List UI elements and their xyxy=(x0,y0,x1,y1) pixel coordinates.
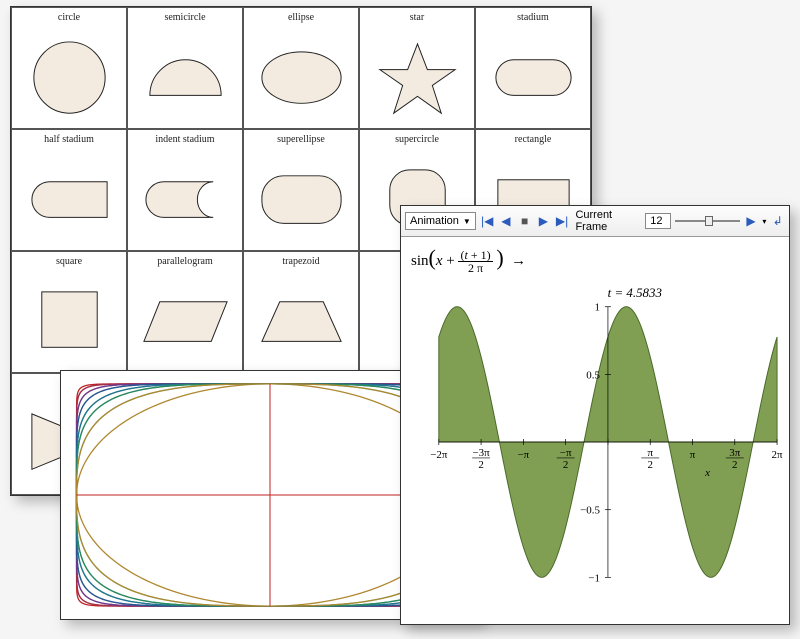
svg-text:2: 2 xyxy=(563,459,568,471)
skip-start-icon[interactable]: |◀ xyxy=(480,213,495,229)
svg-text:2: 2 xyxy=(647,459,652,471)
shape-label: half stadium xyxy=(44,134,94,146)
shape-label: parallelogram xyxy=(157,256,213,268)
shape-label: superellipse xyxy=(277,134,325,146)
svg-text:−3π: −3π xyxy=(473,447,491,459)
chevron-down-icon[interactable]: ▾ xyxy=(762,217,766,226)
current-frame-label: Current Frame xyxy=(575,209,641,233)
shape-label: trapezoid xyxy=(282,256,319,268)
svg-text:−1: −1 xyxy=(588,572,600,584)
shape-label: ellipse xyxy=(288,12,314,24)
animation-panel: Animation ▼ |◀ ◀ ■ ▶ ▶| Current Frame 12… xyxy=(400,205,790,625)
formula-display: sin(x + (t + 1)2 π ) → xyxy=(401,237,789,278)
svg-text:2: 2 xyxy=(478,459,483,471)
svg-text:x: x xyxy=(704,467,710,479)
shape-label: star xyxy=(410,12,424,24)
svg-text:π: π xyxy=(647,447,653,459)
sine-plot: t = 4.5833−2π−3π2−π−π2π2π3π22πx−1−0.50.5… xyxy=(401,278,789,618)
svg-text:−π: −π xyxy=(560,447,572,459)
shape-label: supercircle xyxy=(395,134,439,146)
animation-dropdown[interactable]: Animation ▼ xyxy=(405,212,476,230)
shape-label: circle xyxy=(58,12,80,24)
play-icon[interactable]: ▶ xyxy=(536,213,551,229)
shape-cell-semicircle: semicircle xyxy=(127,7,243,129)
svg-text:−π: −π xyxy=(518,449,530,461)
animation-dropdown-label: Animation xyxy=(410,215,459,227)
current-frame-value[interactable]: 12 xyxy=(645,213,671,229)
frame-slider[interactable] xyxy=(675,214,739,228)
svg-text:3π: 3π xyxy=(729,447,740,459)
shape-cell-indent-stadium: indent stadium xyxy=(127,129,243,251)
svg-text:2: 2 xyxy=(732,459,737,471)
shape-cell-parallelogram: parallelogram xyxy=(127,251,243,373)
step-back-icon[interactable]: ◀ xyxy=(499,213,514,229)
shape-cell-circle: circle xyxy=(11,7,127,129)
shape-label: rectangle xyxy=(515,134,552,146)
formula-sin: sin xyxy=(411,253,429,269)
svg-text:1: 1 xyxy=(595,302,600,314)
shape-cell-half-stadium: half stadium xyxy=(11,129,127,251)
loop-icon[interactable]: ▶ xyxy=(744,213,759,229)
shape-cell-superellipse: superellipse xyxy=(243,129,359,251)
svg-text:π: π xyxy=(690,449,696,461)
chevron-down-icon: ▼ xyxy=(463,217,471,226)
skip-end-icon[interactable]: ▶| xyxy=(555,213,570,229)
shape-label: stadium xyxy=(517,12,549,24)
shape-label: indent stadium xyxy=(155,134,214,146)
shape-cell-ellipse: ellipse xyxy=(243,7,359,129)
shape-label: semicircle xyxy=(164,12,205,24)
svg-text:0.5: 0.5 xyxy=(586,369,600,381)
shape-cell-stadium: stadium xyxy=(475,7,591,129)
svg-text:2π: 2π xyxy=(772,449,783,461)
svg-text:−2π: −2π xyxy=(430,449,448,461)
svg-text:−0.5: −0.5 xyxy=(580,505,600,517)
shape-cell-trapezoid: trapezoid xyxy=(243,251,359,373)
svg-text:t = 4.5833: t = 4.5833 xyxy=(608,285,663,300)
next-icon[interactable]: ↲ xyxy=(770,213,785,229)
shape-cell-square: square xyxy=(11,251,127,373)
stop-icon[interactable]: ■ xyxy=(517,213,532,229)
shape-label: square xyxy=(56,256,82,268)
animation-toolbar: Animation ▼ |◀ ◀ ■ ▶ ▶| Current Frame 12… xyxy=(401,206,789,237)
shape-cell-star: star xyxy=(359,7,475,129)
